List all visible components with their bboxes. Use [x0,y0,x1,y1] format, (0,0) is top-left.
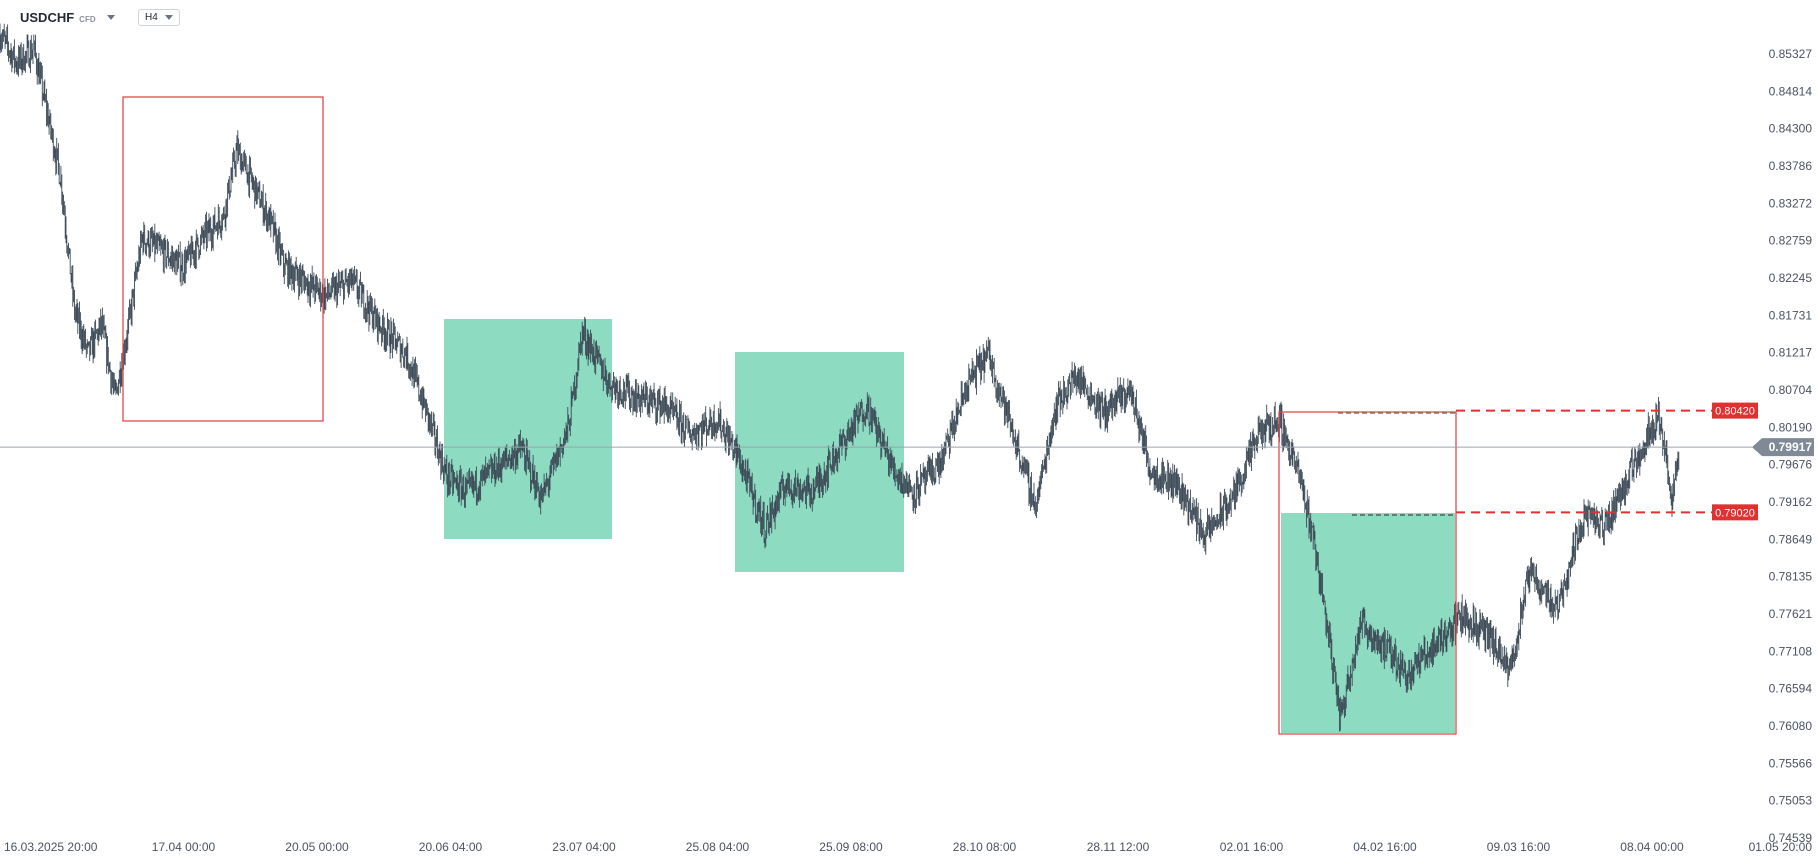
boxes-layer [122,96,1457,735]
zones-layer [444,319,1455,733]
price-axis-label: 0.75053 [1769,794,1813,808]
symbol-name: USDCHF [20,10,75,25]
price-axis-label: 0.77621 [1769,607,1813,621]
level-tag-label: 0.80420 [1715,406,1755,418]
price-axis-label: 0.78135 [1769,570,1813,584]
time-axis-label: 23.07 04:00 [552,840,616,854]
timeframe-label: H4 [145,12,158,23]
price-axis-label: 0.84300 [1769,122,1813,136]
price-axis-label: 0.76080 [1769,719,1813,733]
consolidation-zone [444,319,612,539]
price-axis-label: 0.85327 [1769,47,1813,61]
range-box [122,96,324,422]
range-box [1278,411,1457,735]
current-price-layer: 0.79917 [0,438,1814,457]
price-axis[interactable]: 0.85327 0.84814 0.84300 0.83786 0.83272 0.827… [1769,47,1813,845]
consolidation-zone [735,352,904,572]
price-axis-label: 0.78649 [1769,532,1813,546]
time-axis-label: 20.06 04:00 [419,840,483,854]
symbol-selector[interactable]: USDCHF CFD [20,10,115,25]
price-axis-label: 0.80190 [1769,420,1813,434]
price-axis-label: 0.77108 [1769,644,1813,658]
candles-layer [0,23,1680,732]
price-axis-label: 0.75566 [1769,756,1813,770]
time-axis-label: 25.09 08:00 [819,840,883,854]
chevron-down-icon [106,15,115,20]
time-axis-label: 02.01 16:00 [1220,840,1284,854]
time-axis-label: 01.05 20:00 [1749,840,1813,854]
price-axis-label: 0.79162 [1769,495,1813,509]
current-price-tag [1752,438,1814,457]
timeframe-selector[interactable]: H4 [138,9,180,26]
level-tag-label: 0.79020 [1715,507,1755,519]
time-axis-label: 08.04 00:00 [1620,840,1684,854]
price-axis-label: 0.74539 [1769,831,1813,845]
time-axis-label: 16.03.2025 20:00 [4,840,98,854]
level-tag [1712,402,1758,419]
time-axis-label: 25.08 04:00 [686,840,750,854]
price-axis-label: 0.76594 [1769,682,1813,696]
time-axis-label: 04.02 16:00 [1353,840,1417,854]
time-axis-label: 28.10 08:00 [953,840,1017,854]
price-axis-label: 0.79676 [1769,458,1813,472]
time-axis[interactable]: 16.03.2025 20:00 17.04 00:00 20.05 00:00 20… [4,840,1812,854]
chevron-down-icon [165,15,173,20]
price-axis-label: 0.83272 [1769,196,1813,210]
time-axis-label: 20.05 00:00 [285,840,349,854]
time-axis-label: 17.04 00:00 [152,840,216,854]
level-tag [1712,504,1758,521]
price-axis-label: 0.83786 [1769,159,1813,173]
price-axis-label: 0.81217 [1769,346,1813,360]
instrument-type-badge: CFD [79,15,96,24]
current-price-label: 0.79917 [1769,440,1813,454]
price-axis-label: 0.82245 [1769,271,1813,285]
price-axis-label: 0.84814 [1769,84,1813,98]
consolidation-zone [1281,513,1455,733]
time-axis-label: 28.11 12:00 [1087,840,1150,854]
time-axis-label: 09.03 16:00 [1487,840,1551,854]
price-axis-label: 0.81731 [1769,308,1813,322]
price-axis-label: 0.80704 [1769,383,1813,397]
price-axis-label: 0.82759 [1769,234,1813,248]
levels-layer: 0.80420 0.79020 [1456,402,1758,521]
